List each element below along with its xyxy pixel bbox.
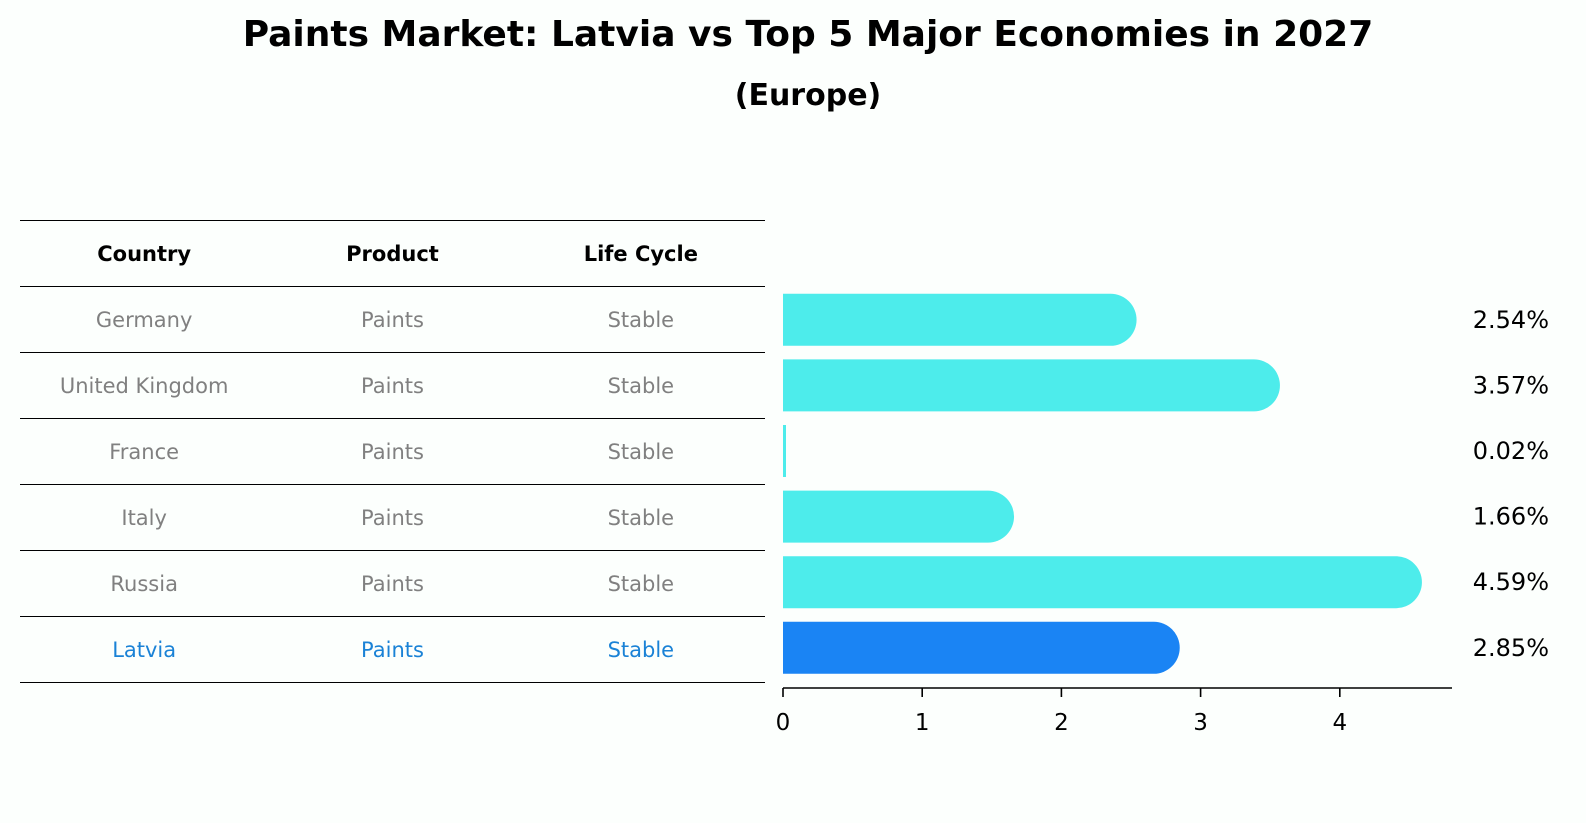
cell-country: Russia bbox=[20, 550, 269, 617]
cell-country: Germany bbox=[20, 286, 269, 353]
cell-product: Paints bbox=[268, 550, 517, 617]
bar-value-label: 4.59% bbox=[1473, 568, 1549, 596]
bar-value-label: 1.66% bbox=[1473, 503, 1549, 531]
cell-life-cycle: Stable bbox=[516, 418, 765, 485]
bar bbox=[783, 359, 1280, 412]
header-life-cycle: Life Cycle bbox=[516, 220, 765, 287]
cell-product: Paints bbox=[268, 352, 517, 419]
cell-country: United Kingdom bbox=[20, 352, 269, 419]
table-row: Germany Paints Stable bbox=[20, 286, 765, 353]
chart-subtitle: (Europe) bbox=[734, 78, 882, 113]
table-row: France Paints Stable bbox=[20, 418, 765, 485]
chart-title: Paints Market: Latvia vs Top 5 Major Eco… bbox=[242, 14, 1374, 55]
bar-value-label: 2.54% bbox=[1473, 306, 1549, 334]
bar-highlight bbox=[783, 621, 1180, 674]
header-country: Country bbox=[20, 220, 269, 287]
table-header-row: Country Product Life Cycle bbox=[20, 220, 765, 287]
table-row: United Kingdom Paints Stable bbox=[20, 352, 765, 419]
header-product: Product bbox=[268, 220, 517, 287]
cell-country: France bbox=[20, 418, 269, 485]
cell-life-cycle: Stable bbox=[516, 550, 765, 617]
bar bbox=[783, 293, 1137, 346]
cell-product: Paints bbox=[268, 286, 517, 353]
data-table: Country Product Life Cycle Germany Paint… bbox=[20, 220, 765, 683]
bar bbox=[783, 490, 1015, 543]
table-row: Russia Paints Stable bbox=[20, 550, 765, 617]
bar-value-label: 2.85% bbox=[1473, 634, 1549, 662]
x-tick-label: 0 bbox=[776, 710, 791, 736]
x-tick-label: 1 bbox=[915, 710, 930, 736]
cell-life-cycle: Stable bbox=[516, 286, 765, 353]
cell-product: Paints bbox=[268, 484, 517, 551]
cell-life-cycle: Stable bbox=[516, 484, 765, 551]
table-row: Italy Paints Stable bbox=[20, 484, 765, 551]
bar-value-label: 3.57% bbox=[1473, 371, 1549, 399]
bar bbox=[783, 425, 786, 477]
cell-country: Latvia bbox=[20, 616, 269, 683]
bar-value-label: 0.02% bbox=[1473, 437, 1549, 465]
cell-product: Paints bbox=[268, 418, 517, 485]
x-tick-label: 3 bbox=[1193, 710, 1208, 736]
table-row-highlight: Latvia Paints Stable bbox=[20, 616, 765, 683]
cell-life-cycle: Stable bbox=[516, 616, 765, 683]
cell-country: Italy bbox=[20, 484, 269, 551]
cell-product: Paints bbox=[268, 616, 517, 683]
x-tick-label: 2 bbox=[1054, 710, 1069, 736]
bar bbox=[783, 556, 1422, 609]
x-tick-label: 4 bbox=[1332, 710, 1347, 736]
